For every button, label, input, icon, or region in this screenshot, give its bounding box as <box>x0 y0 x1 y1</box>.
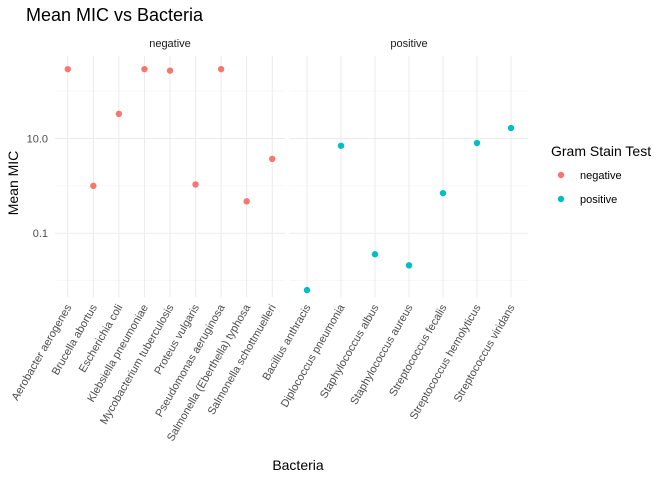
data-point <box>115 110 123 118</box>
y-tick-label: 0.1 <box>33 228 48 240</box>
data-point <box>473 139 481 147</box>
x-tick-label: Staphylococcus aureus <box>348 302 416 407</box>
chart-title: Mean MIC vs Bacteria <box>26 5 204 25</box>
data-point <box>243 198 250 205</box>
y-axis-title: Mean MIC <box>5 151 21 216</box>
data-point <box>192 181 199 188</box>
data-point <box>303 286 311 294</box>
legend: negative positive <box>557 170 622 206</box>
x-tick-label: Diplococcus pneumonia <box>279 302 348 410</box>
facet-strip-label: negative <box>149 38 191 50</box>
x-tick-label: Staphylococcus albus <box>318 302 382 401</box>
legend-key-positive <box>557 195 565 203</box>
data-point <box>166 67 174 74</box>
legend-title: Gram Stain Test <box>551 143 651 159</box>
data-point <box>337 142 345 149</box>
data-point <box>141 65 148 73</box>
data-point <box>269 155 276 163</box>
x-axis-title: Bacteria <box>272 457 324 473</box>
data-point <box>217 65 225 73</box>
x-tick-label: Streptococcus viridans <box>452 302 518 404</box>
data-point <box>371 251 379 258</box>
facet-strip-label: positive <box>390 38 427 50</box>
data-point <box>90 182 97 190</box>
data-point <box>405 262 413 269</box>
data-point <box>64 65 71 73</box>
y-tick-label: 10.0 <box>27 133 48 145</box>
data-point <box>439 189 447 197</box>
legend-label: positive <box>580 194 617 206</box>
legend-label: negative <box>580 170 622 182</box>
data-point <box>507 124 515 132</box>
legend-key-negative <box>557 171 565 179</box>
